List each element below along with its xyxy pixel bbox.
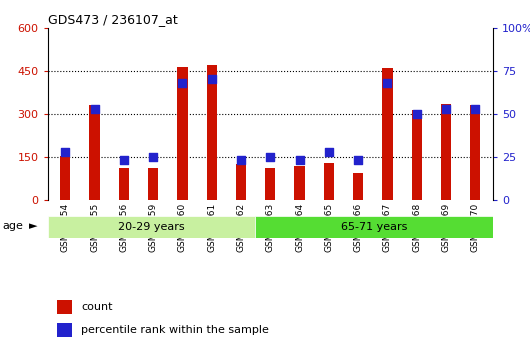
Bar bbox=[60, 156, 70, 200]
Point bbox=[266, 154, 275, 160]
Bar bbox=[57, 323, 72, 337]
Bar bbox=[441, 104, 451, 200]
Point bbox=[354, 158, 363, 163]
Point bbox=[90, 106, 99, 111]
Point bbox=[442, 106, 450, 111]
Point bbox=[383, 80, 392, 86]
Bar bbox=[178, 67, 188, 200]
Text: GDS473 / 236107_at: GDS473 / 236107_at bbox=[48, 13, 178, 27]
Text: age: age bbox=[3, 221, 23, 231]
Point bbox=[325, 149, 333, 155]
Point bbox=[237, 158, 245, 163]
Text: ►: ► bbox=[29, 221, 38, 231]
Point bbox=[471, 106, 480, 111]
Bar bbox=[295, 166, 305, 200]
Bar bbox=[353, 173, 363, 200]
Bar bbox=[470, 105, 481, 200]
Point bbox=[207, 77, 216, 82]
Bar bbox=[324, 163, 334, 200]
Bar bbox=[382, 68, 393, 200]
Point bbox=[120, 158, 128, 163]
Point bbox=[295, 158, 304, 163]
Bar bbox=[119, 168, 129, 200]
Text: 20-29 years: 20-29 years bbox=[118, 222, 185, 232]
Text: count: count bbox=[81, 302, 112, 312]
Bar bbox=[207, 65, 217, 200]
FancyBboxPatch shape bbox=[255, 216, 493, 238]
Bar bbox=[57, 300, 72, 314]
Point bbox=[178, 80, 187, 86]
Text: 65-71 years: 65-71 years bbox=[341, 222, 408, 232]
Bar bbox=[90, 105, 100, 200]
Text: percentile rank within the sample: percentile rank within the sample bbox=[81, 325, 269, 335]
Point bbox=[412, 111, 421, 117]
Point bbox=[61, 149, 69, 155]
Bar bbox=[148, 168, 158, 200]
Bar bbox=[236, 164, 246, 200]
Bar bbox=[265, 168, 276, 200]
Bar bbox=[412, 110, 422, 200]
FancyBboxPatch shape bbox=[48, 216, 255, 238]
Point bbox=[149, 154, 157, 160]
